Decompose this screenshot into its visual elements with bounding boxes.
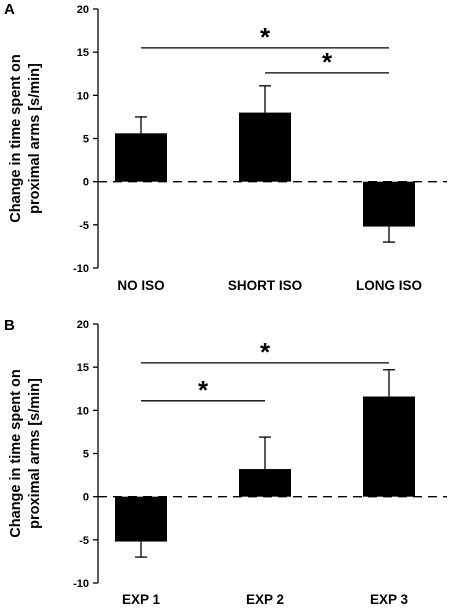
category-label: EXP 3 [370, 592, 409, 607]
y-tick-label: -10 [73, 263, 89, 275]
y-tick-label: 20 [77, 319, 89, 331]
category-label: LONG ISO [356, 278, 422, 293]
y-tick-label: -5 [79, 535, 89, 547]
y-tick-label: 0 [83, 177, 89, 189]
bar [115, 496, 167, 542]
bar [239, 112, 291, 182]
significance-star: * [198, 375, 209, 405]
y-tick-label: 5 [83, 449, 89, 461]
category-label: EXP 2 [246, 592, 284, 607]
panel-letter: B [4, 317, 15, 334]
y-tick-label: -10 [73, 578, 89, 590]
y-tick-label: 0 [83, 492, 89, 504]
y-tick-label: 10 [77, 405, 89, 417]
bar [363, 181, 415, 227]
category-label: SHORT ISO [228, 278, 302, 293]
y-tick-label: 5 [83, 134, 89, 146]
y-axis-label: Change in time spent on [8, 54, 24, 222]
y-tick-label: 10 [77, 90, 89, 102]
bar [115, 133, 167, 182]
panel-letter: A [4, 1, 15, 18]
chart-panel-a: A -10 -5 0 5 10 15 20 NO ISO SHORT ISO LONG ISO * * C… [4, 1, 447, 293]
bar [239, 469, 291, 497]
significance-star: * [260, 337, 271, 367]
y-tick-label: 20 [77, 4, 89, 16]
y-tick-label: -5 [79, 220, 89, 232]
y-tick-label: 15 [77, 362, 89, 374]
category-label: EXP 1 [122, 592, 161, 607]
category-label: NO ISO [117, 278, 164, 293]
significance-star: * [260, 22, 271, 52]
bar [363, 396, 415, 497]
chart-panel-b: B -10 -5 0 5 10 15 20 EXP 1 EXP 2 EXP 3 * * Change in… [4, 317, 447, 607]
y-axis-label: proximal arms [s/min] [27, 63, 43, 214]
y-axis-label: Change in time spent on [8, 369, 24, 537]
y-tick-label: 15 [77, 47, 89, 59]
y-axis-label: proximal arms [s/min] [27, 378, 43, 529]
significance-star: * [322, 47, 333, 77]
